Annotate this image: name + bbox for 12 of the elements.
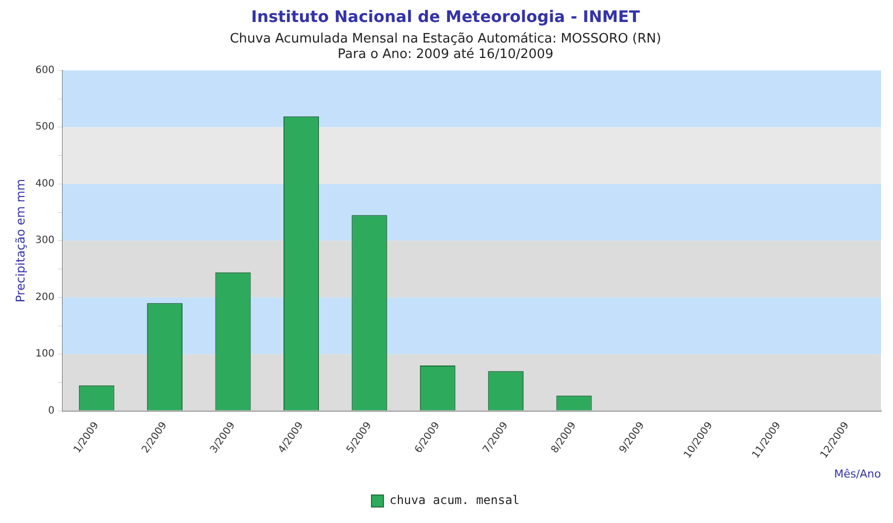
y-tick-label: 200 [35, 292, 54, 303]
y-tick-label: 400 [35, 178, 54, 190]
y-axis-title: Precipitação em mm [13, 178, 28, 302]
y-tick-label: 100 [35, 348, 54, 360]
y-tick-label: 500 [35, 122, 54, 133]
y-tick-label: 600 [35, 64, 54, 76]
chart-title: Instituto Nacional de Meteorologia - INMET [251, 6, 640, 26]
y-tick-label: 300 [35, 235, 54, 246]
y-tick-label: 0 [48, 405, 54, 416]
legend-label: chuva acum. mensal [389, 493, 520, 508]
chart-subtitle: Chuva Acumulada Mensal na Estação Automática: MOSSORO (RN) Para o Ano: 2009 até 16/10/2009 [230, 31, 662, 62]
x-axis-title: Mês/Ano [834, 467, 882, 480]
